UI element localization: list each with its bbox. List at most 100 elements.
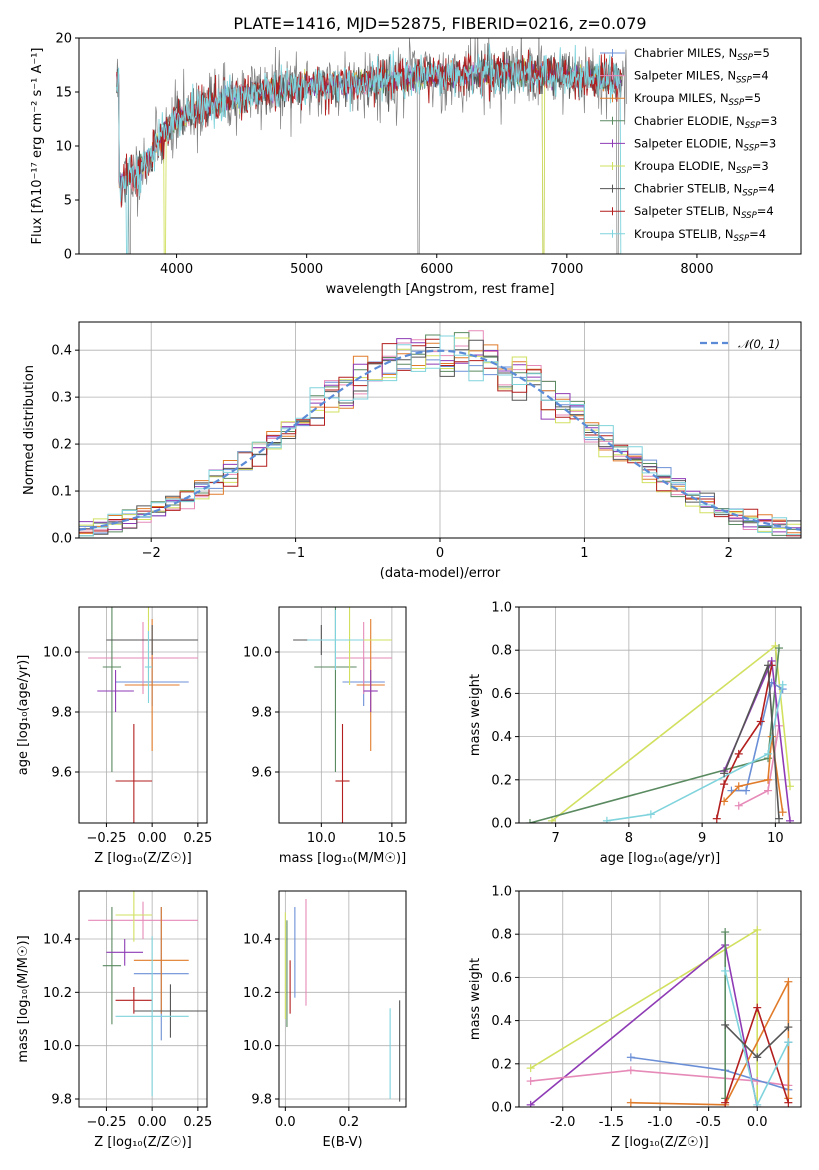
weight-marker	[721, 966, 730, 975]
y-tick-label: 0	[64, 248, 72, 263]
x-tick-label: 7	[551, 831, 559, 846]
y-tick-label: 0.8	[491, 644, 512, 659]
y-tick-label: 0.6	[491, 971, 512, 986]
x-tick-label: −0.25	[87, 831, 127, 846]
x-tick-label: 0.0	[747, 1115, 768, 1130]
y-tick-label: 0.0	[51, 532, 72, 547]
weight-marker	[786, 816, 795, 823]
y-axis-label: mass weight	[468, 674, 483, 756]
weight-marker	[602, 816, 611, 823]
weight-marker	[764, 775, 773, 784]
x-tick-label: −2	[142, 546, 161, 561]
y-tick-label: 10.0	[243, 646, 272, 661]
y-tick-label: 10.0	[43, 1039, 72, 1054]
legend-entry: Salpeter STELIB, NSSP=4	[634, 204, 774, 221]
weight-marker	[778, 680, 787, 689]
panel-massweight-vs-Z: -2.0 -1.5 -1.0 -0.5 0.0 0.0 0.2 0.4 0.6 0.8 1.0 Z […	[468, 885, 802, 1150]
panel-age-vs-mass: 10.0 10.5 9.6 9.8 10.0 mass [log₁₀(M/M☉)]	[243, 606, 407, 866]
plot-area	[116, 38, 628, 254]
weight-marker	[646, 810, 655, 819]
plot-area	[526, 925, 793, 1107]
x-tick-label: −0.25	[87, 1115, 127, 1130]
weight-marker	[734, 749, 743, 758]
y-tick-label: 10.0	[243, 1039, 272, 1054]
plot-area	[293, 607, 392, 823]
legend-entry: Kroupa MILES, NSSP=5	[634, 91, 761, 108]
normal-curve	[79, 349, 801, 531]
legend-entry: Kroupa ELODIE, NSSP=3	[634, 159, 769, 176]
plot-area	[284, 899, 401, 1102]
weight-marker	[756, 717, 765, 726]
y-tick-label: 9.8	[51, 706, 72, 721]
y-axis-label: age [log₁₀(age/yr)]	[16, 655, 31, 776]
x-tick-label: 0.2	[339, 1115, 360, 1130]
y-tick-label: 10	[55, 140, 72, 155]
weight-marker	[753, 1003, 762, 1012]
x-tick-label: -1.5	[599, 1115, 624, 1130]
x-tick-label: 0.00	[138, 1115, 167, 1130]
weight-series	[630, 981, 790, 1106]
x-tick-label: 0.25	[183, 831, 212, 846]
weight-marker	[712, 814, 721, 823]
panel-mass-vs-EBV: 0.0 0.2 9.8 10.0 10.2 10.4 E(B-V)	[243, 890, 407, 1150]
weight-marker	[784, 977, 793, 986]
panel-spectrum: 4000 5000 6000 7000 8000 0 5 10 15 20 wavelength […	[30, 32, 802, 297]
weight-marker	[742, 786, 751, 795]
x-tick-label: 0.0	[275, 1115, 296, 1130]
axes-frame	[78, 890, 208, 1108]
legend-entry: Chabrier ELODIE, NSSP=3	[634, 114, 777, 131]
weight-marker	[626, 1066, 635, 1075]
legend: 𝒩(0, 1)	[700, 337, 780, 351]
y-tick-label: 10.2	[243, 986, 272, 1001]
y-tick-label: 15	[55, 86, 72, 101]
weight-marker	[764, 749, 773, 758]
y-tick-label: 9.8	[51, 1093, 72, 1108]
weight-marker	[734, 782, 743, 791]
weight-marker	[784, 1023, 793, 1032]
weight-marker	[786, 782, 795, 791]
y-tick-label: 0.4	[491, 730, 512, 745]
y-tick-label: 9.6	[51, 766, 72, 781]
y-axis-label: mass weight	[468, 958, 483, 1040]
figure-title: PLATE=1416, MJD=52875, FIBERID=0216, z=0…	[233, 14, 646, 33]
x-tick-label: 1	[580, 546, 588, 561]
spectrum-data	[116, 38, 628, 254]
weight-series	[716, 665, 773, 819]
legend-entry: Salpeter ELODIE, NSSP=3	[634, 136, 776, 153]
x-tick-label: 8	[625, 831, 633, 846]
y-tick-label: 20	[55, 32, 72, 47]
x-tick-label: 6000	[420, 262, 453, 277]
y-tick-label: 0.0	[491, 1101, 512, 1116]
weight-marker	[526, 1064, 535, 1073]
y-tick-label: 0.3	[51, 391, 72, 406]
weight-marker	[626, 1053, 635, 1062]
y-axis-label: mass [log₁₀(M/M☉)]	[16, 935, 31, 1062]
plot-area	[79, 330, 801, 537]
x-axis-label: E(B-V)	[322, 1135, 362, 1150]
panel-age-vs-Z: −0.25 0.00 0.25 9.6 9.8 10.0 Z [log₁₀(Z/Z☉)] ag…	[16, 606, 212, 866]
x-axis-label: mass [log₁₀(M/M☉)]	[279, 851, 406, 866]
y-tick-label: 5	[64, 194, 72, 209]
legend-entry: Kroupa STELIB, NSSP=4	[634, 227, 766, 244]
x-tick-label: −1	[286, 546, 305, 561]
weight-marker	[775, 814, 784, 823]
weight-marker	[775, 644, 784, 653]
axes-frame	[78, 606, 208, 824]
y-tick-label: 0.2	[491, 1057, 512, 1072]
plot-area	[88, 607, 198, 823]
y-tick-label: 0.0	[491, 817, 512, 832]
weight-marker	[734, 801, 743, 810]
x-tick-label: 5000	[290, 262, 323, 277]
x-axis-label: Z [log₁₀(Z/Z☉)]	[611, 1135, 708, 1150]
histogram-series	[79, 335, 801, 537]
x-tick-label: 10.0	[307, 831, 336, 846]
weight-series	[551, 644, 791, 822]
y-tick-label: 10.0	[43, 646, 72, 661]
y-tick-label: 1.0	[491, 885, 512, 900]
x-tick-label: 10.5	[377, 831, 406, 846]
weight-marker	[753, 1100, 762, 1107]
weight-marker	[778, 808, 787, 817]
plot-area	[88, 891, 207, 1097]
